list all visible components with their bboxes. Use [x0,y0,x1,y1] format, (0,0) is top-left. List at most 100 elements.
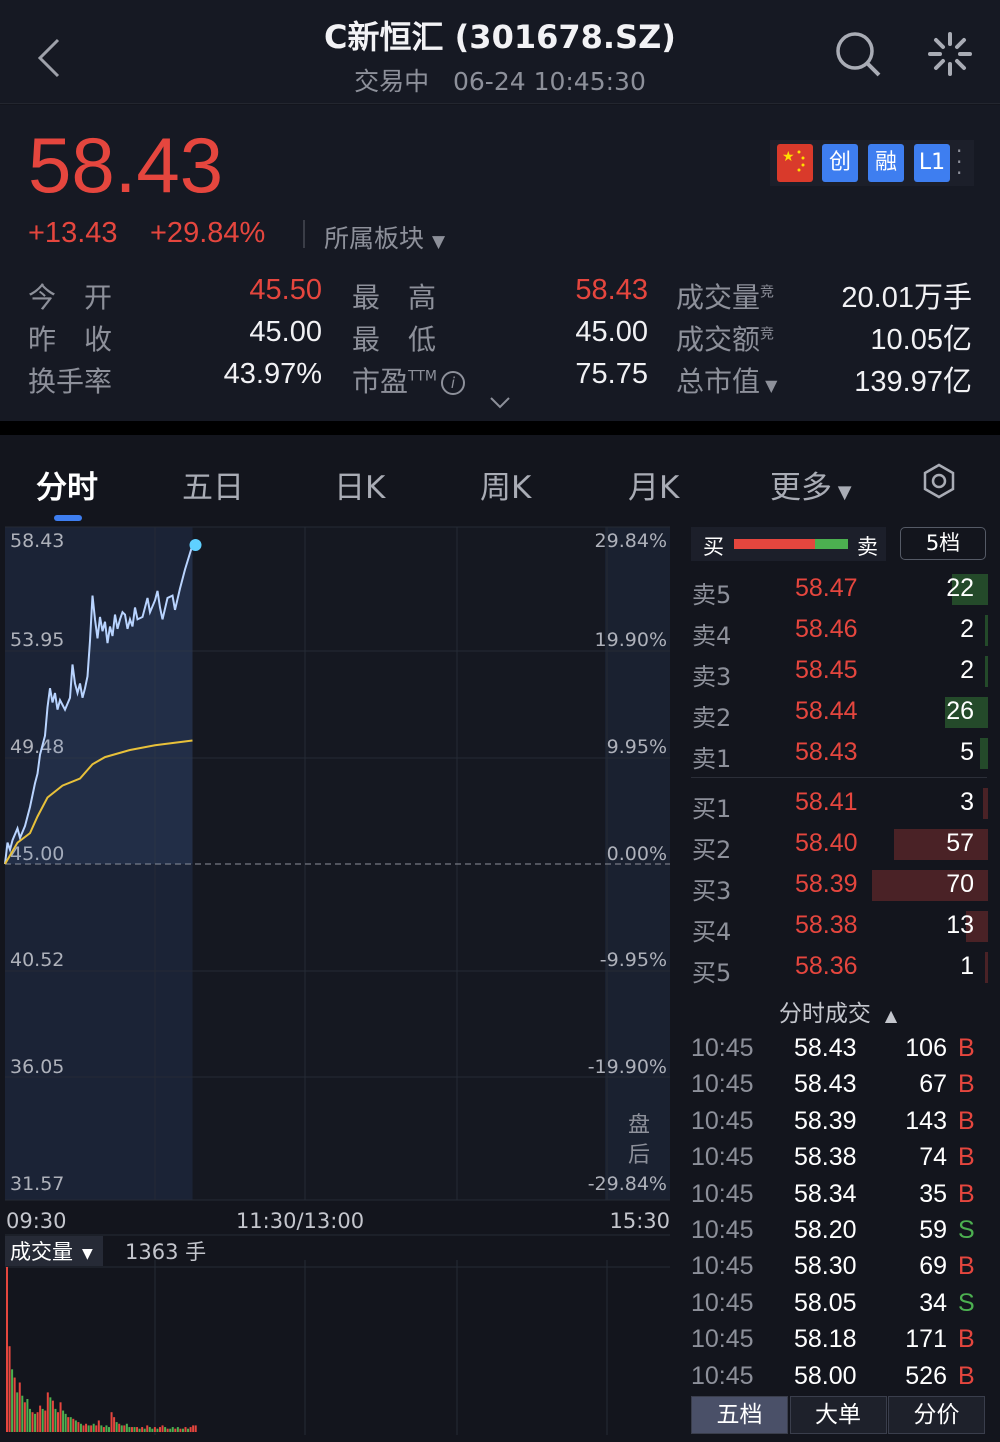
stat-value: 45.00 [575,316,648,348]
tab-label: 分时 [36,470,98,506]
header: C新恒汇 (301678.SZ) 交易中 06-24 10:45:30 [0,0,1000,104]
last-price: 58.43 [28,121,224,209]
level-price: 58.44 [795,697,858,725]
volume-bar [105,1425,108,1432]
tab-2[interactable]: 日K [334,462,385,507]
volume-bar [130,1427,133,1432]
bottom-tab-0[interactable]: 五档 [691,1396,788,1434]
info-icon[interactable]: i [440,371,465,395]
stat-label: 今 开 [28,276,112,316]
tab-4[interactable]: 月K [628,462,679,507]
trade-side: B [958,1325,975,1354]
expand-chevron-icon[interactable] [488,395,512,411]
caret-down-icon[interactable]: ▼ [82,1246,93,1262]
volume-bar [36,1412,39,1432]
trade-volume: 34 [919,1288,947,1317]
volume-bar [108,1427,110,1432]
volume-bar [82,1425,85,1432]
depth-selector[interactable]: 5档 [900,527,986,560]
trade-volume: 106 [905,1034,947,1062]
intraday-chart[interactable]: 58.43 29.84% 53.95 19.90% 49.48 9.95% 45.00 0.0… [0,520,680,1442]
volume-bar [102,1427,105,1432]
volume-bar [133,1427,136,1432]
level-price: 58.40 [795,829,858,857]
stat-label-text: 最 高 [352,281,437,314]
china-flag-icon: ★ [777,144,813,182]
price-tick: 45.00 [10,843,64,865]
tab-3[interactable]: 周K [480,462,531,507]
search-icon[interactable] [834,30,884,80]
volume-bar [166,1428,169,1432]
stat-label: 市盈TTM i [352,360,465,400]
volume-bar [34,1413,37,1432]
trade-price: 58.18 [794,1325,857,1354]
tab-0[interactable]: 分时 [36,462,98,507]
volume-bar [187,1428,190,1432]
depth-bar [872,870,988,901]
volume-bar [74,1420,77,1432]
more-icon[interactable]: · · · [956,139,963,185]
trade-price: 58.39 [794,1106,857,1135]
volume-bar [6,1267,8,1432]
stat-label-text: 总市值 [676,365,761,398]
level-label: 买1 [692,795,732,823]
badge-margin[interactable]: 融 [868,144,904,182]
volume-bar [51,1400,54,1432]
trade-volume: 69 [919,1252,947,1281]
volume-bar [169,1428,172,1432]
badge-chinext[interactable]: 创 [822,144,858,182]
volume-bar [87,1425,90,1432]
pct-tick: 0.00% [607,843,667,865]
badge-level1[interactable]: L1 [914,144,950,182]
bottom-tab-1[interactable]: 大单 [789,1396,887,1434]
volume-bar [123,1425,126,1432]
datetime: 06-24 10:45:30 [452,67,646,96]
trades-header[interactable]: 分时成交 ▲ [690,994,986,1028]
caret-up-icon: ▲ [884,1006,898,1025]
volume-bar [26,1399,29,1432]
stat-value: 43.97% [223,358,322,390]
stat-label-text: 成交额 [676,323,761,356]
settings-hexagon-icon[interactable] [922,463,956,499]
pct-tick: -29.84% [588,1173,667,1195]
stat-value: 45.50 [249,274,322,306]
volume-selector[interactable] [5,1236,103,1266]
level-volume: 2 [960,615,974,643]
volume-bar [176,1427,179,1432]
volume-bar [59,1402,62,1432]
bottom-tab-2[interactable]: 分价 [888,1396,985,1434]
volume-bar [31,1412,34,1432]
tab-label: 月K [628,470,680,506]
volume-bar [184,1427,187,1432]
volume-bar [90,1425,93,1432]
depth-bar [944,697,988,728]
volume-bar [77,1422,80,1432]
trade-side: B [958,1179,975,1208]
trade-side: B [958,1361,975,1390]
page-title: C新恒汇 (301678.SZ) [324,18,676,56]
stat-label: 成交额竞 [676,318,774,358]
stat-value: 75.75 [575,358,648,390]
back-icon[interactable] [34,36,64,80]
volume-bar [125,1423,128,1432]
loading-icon[interactable] [926,30,974,78]
separator [0,421,1000,435]
volume-bar [136,1427,139,1432]
depth-bar [985,952,988,983]
level-price: 58.43 [795,738,858,766]
trade-volume: 35 [919,1179,947,1208]
stat-value: 58.43 [575,274,648,306]
level-label: 卖4 [692,622,732,650]
volume-bar [141,1427,144,1432]
svg-text:★: ★ [782,149,795,165]
stat-label-sup: 竞 [760,326,775,343]
tab-5[interactable]: 更多 ▼ [770,462,852,507]
volume-bar [64,1413,67,1432]
trade-volume: 171 [905,1325,947,1354]
caret-down-icon[interactable]: ▼ [760,376,778,395]
volume-bar [72,1418,75,1432]
sector-dropdown[interactable]: 所属板块 ▼ [324,219,445,255]
volume-bar [62,1410,65,1432]
sector-label: 所属板块 [324,224,425,253]
tab-1[interactable]: 五日 [182,462,244,507]
